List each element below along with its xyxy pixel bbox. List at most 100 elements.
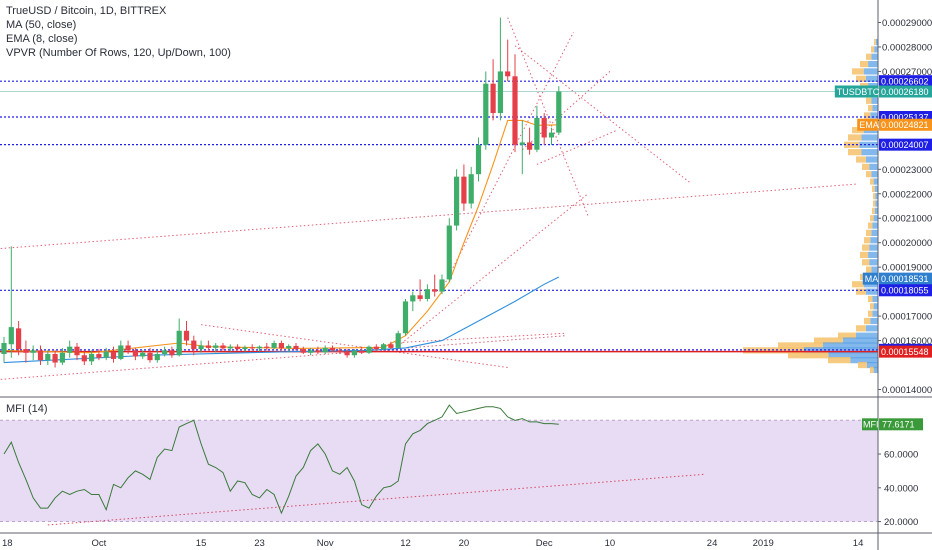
candle-13 bbox=[96, 349, 102, 361]
candle-body-61 bbox=[446, 225, 452, 280]
vpvr-down-26 bbox=[866, 229, 872, 237]
candle-body-64 bbox=[468, 174, 474, 204]
candle-body-2 bbox=[16, 328, 22, 350]
candle-54 bbox=[395, 330, 401, 349]
candle-body-44 bbox=[322, 347, 328, 353]
candle-body-46 bbox=[337, 350, 343, 353]
candle-19 bbox=[140, 350, 146, 359]
vpvr-down-36 bbox=[870, 303, 874, 310]
vpvr-down-42 bbox=[778, 342, 823, 349]
price-tag-label-bg-3 bbox=[857, 118, 878, 131]
candle-76 bbox=[556, 86, 562, 136]
candle-37 bbox=[271, 340, 277, 350]
candle-body-50 bbox=[366, 346, 372, 353]
candle-body-36 bbox=[264, 346, 270, 348]
mfi-axis: 60.0000 40.0000 20.0000 bbox=[878, 450, 918, 528]
vpvr-up-17 bbox=[869, 163, 878, 170]
trend-lines bbox=[0, 17, 859, 380]
candle-body-17 bbox=[125, 345, 131, 351]
legend-ema: EMA (8, close) bbox=[6, 33, 78, 45]
vpvr-up-35 bbox=[872, 295, 878, 303]
candle-71 bbox=[519, 120, 525, 175]
vpvr-up-4 bbox=[863, 68, 878, 75]
candle-43 bbox=[315, 346, 321, 355]
trend-line-8 bbox=[536, 129, 618, 165]
candle-60 bbox=[439, 274, 445, 295]
candle-body-42 bbox=[308, 350, 314, 353]
vpvr-down-41 bbox=[814, 337, 843, 344]
candle-49 bbox=[359, 346, 365, 355]
candle-27 bbox=[198, 340, 204, 353]
vpvr-down-37 bbox=[868, 310, 873, 317]
vpvr-down-24 bbox=[870, 215, 874, 222]
vpvr-up-25 bbox=[872, 222, 878, 229]
price-tag-value-6: 0.00018055 bbox=[881, 286, 929, 296]
candle-body-16 bbox=[118, 345, 124, 359]
candle-body-15 bbox=[110, 351, 117, 359]
vpvr-up-20 bbox=[874, 185, 878, 192]
vpvr-down-45 bbox=[828, 357, 851, 364]
price-tag-bg-0 bbox=[879, 75, 932, 88]
price-pane-background bbox=[0, 0, 878, 396]
candle-23 bbox=[169, 346, 175, 358]
vpvr-down-34 bbox=[856, 288, 866, 295]
vpvr-up-21 bbox=[875, 193, 878, 200]
vpvr-up-46 bbox=[867, 361, 878, 369]
candle-31 bbox=[227, 344, 233, 352]
vpvr-up-9 bbox=[872, 105, 878, 112]
price-tags: 0.000266020.00026180TUSDBTC0.000251370.0… bbox=[834, 75, 932, 431]
candle-62 bbox=[454, 169, 460, 231]
price-tag-bg-3 bbox=[879, 118, 932, 131]
candle-15 bbox=[110, 346, 117, 363]
candle-body-43 bbox=[315, 350, 321, 353]
candle-body-56 bbox=[410, 295, 416, 302]
candle-11 bbox=[81, 350, 87, 366]
candle-8 bbox=[59, 347, 65, 366]
vpvr-up-0 bbox=[875, 38, 878, 46]
candle-body-75 bbox=[548, 132, 555, 138]
candle-56 bbox=[410, 291, 416, 312]
candle-59 bbox=[432, 274, 438, 297]
candle-12 bbox=[89, 350, 95, 366]
candle-body-10 bbox=[74, 346, 80, 356]
price-tick-2: 0.00027000 bbox=[882, 67, 932, 78]
candle-75 bbox=[548, 127, 555, 145]
candle-body-54 bbox=[395, 333, 401, 348]
trend-line-6 bbox=[514, 45, 691, 184]
time-tick-6: 20 bbox=[459, 538, 470, 549]
time-tick-7: Dec bbox=[536, 538, 553, 549]
time-tick-0: 18 bbox=[2, 538, 13, 549]
vpvr-up-31 bbox=[871, 266, 878, 273]
candle-body-27 bbox=[198, 345, 204, 350]
candle-36 bbox=[264, 343, 270, 351]
candle-body-0 bbox=[1, 343, 7, 355]
time-tick-2: 15 bbox=[196, 538, 207, 549]
candle-body-49 bbox=[359, 350, 365, 353]
candle-body-48 bbox=[351, 350, 357, 356]
vpvr-down-27 bbox=[864, 237, 871, 244]
candle-66 bbox=[483, 71, 489, 150]
candle-63 bbox=[461, 164, 467, 211]
candle-body-41 bbox=[300, 349, 306, 353]
candle-65 bbox=[475, 137, 482, 182]
vpvr-up-39 bbox=[865, 325, 878, 332]
vpvr-down-35 bbox=[868, 295, 873, 303]
vpvr-up-29 bbox=[868, 251, 878, 259]
candle-body-35 bbox=[256, 346, 263, 349]
candle-body-60 bbox=[439, 279, 445, 292]
candle-body-14 bbox=[103, 351, 109, 358]
candle-body-5 bbox=[37, 350, 44, 361]
candle-51 bbox=[373, 344, 379, 351]
candle-body-37 bbox=[271, 343, 277, 348]
candle-14 bbox=[103, 347, 109, 361]
candle-46 bbox=[337, 347, 343, 355]
vpvr-up-10 bbox=[870, 112, 878, 119]
vpvr-down-1 bbox=[871, 46, 875, 53]
candle-50 bbox=[366, 345, 372, 355]
vpvr-up-28 bbox=[869, 244, 878, 251]
vpvr-up-34 bbox=[865, 288, 878, 295]
candle-body-40 bbox=[293, 345, 299, 350]
candle-29 bbox=[213, 343, 219, 353]
price-tick-9: 0.00017000 bbox=[882, 312, 932, 323]
candle-body-73 bbox=[534, 117, 540, 150]
